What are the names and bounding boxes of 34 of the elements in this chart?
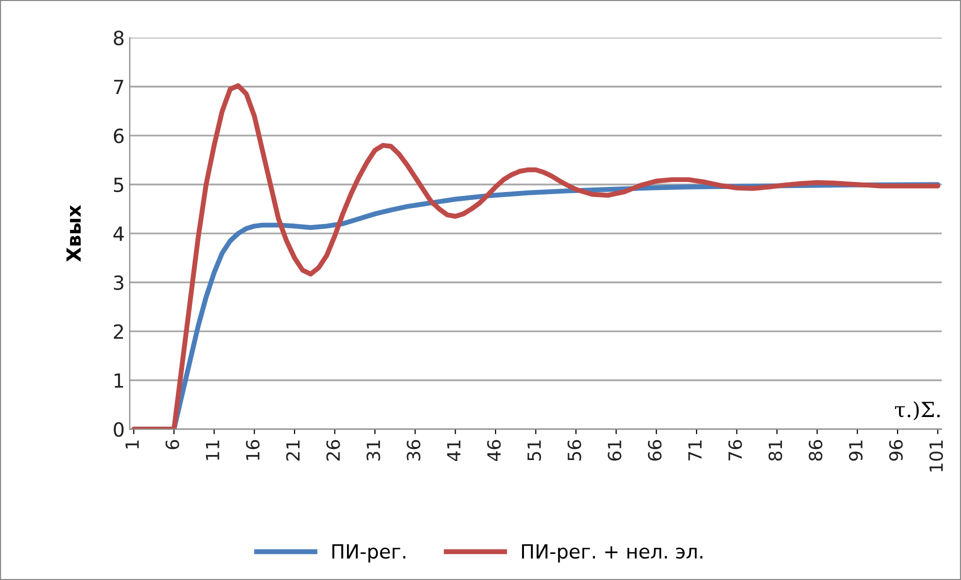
x-tick-label: 66 [648,440,662,461]
y-tick-label: 2 [114,324,123,339]
x-tick-label: 96 [889,440,903,461]
y-tick-label: 6 [114,128,124,144]
x-tick-label: 91 [848,440,863,461]
y-tick-label: 7 [114,80,124,94]
x-tick-label: 51 [528,440,541,461]
x-tick-label: 61 [608,440,622,461]
y-axis-title: Хвых [66,205,81,262]
y-tick-label: 4 [113,226,124,241]
x-tick-label: 26 [326,440,340,461]
legend-label: ПИ-рег. + нел. эл. [522,544,702,562]
y-tick-label: 8 [114,30,124,46]
annotation: τ.)Σ. [894,401,940,420]
x-tick-label: 11 [206,440,220,460]
x-tick-label: 71 [688,440,702,460]
x-tick-label: 81 [768,440,782,461]
y-tick-label: 0 [114,422,124,437]
x-tick-label: 21 [286,440,300,461]
y-tick-label: 3 [114,275,124,290]
x-tick-label: 56 [568,440,582,461]
x-tick-label: 46 [487,440,501,462]
x-tick-label: 41 [447,440,460,462]
x-tick-label: 76 [728,440,742,460]
x-tick-label: 16 [246,440,260,460]
x-tick-label: 36 [406,440,420,461]
y-tick-label: 5 [114,178,124,192]
legend-label: ПИ-рег. [332,544,406,562]
x-tick-label: 31 [366,440,380,461]
x-tick-label: 6 [166,440,180,450]
y-tick-label: 1 [114,373,124,388]
x-tick-label: 101 [929,440,943,472]
x-tick-label: 1 [126,440,139,448]
x-tick-label: 86 [808,440,822,461]
